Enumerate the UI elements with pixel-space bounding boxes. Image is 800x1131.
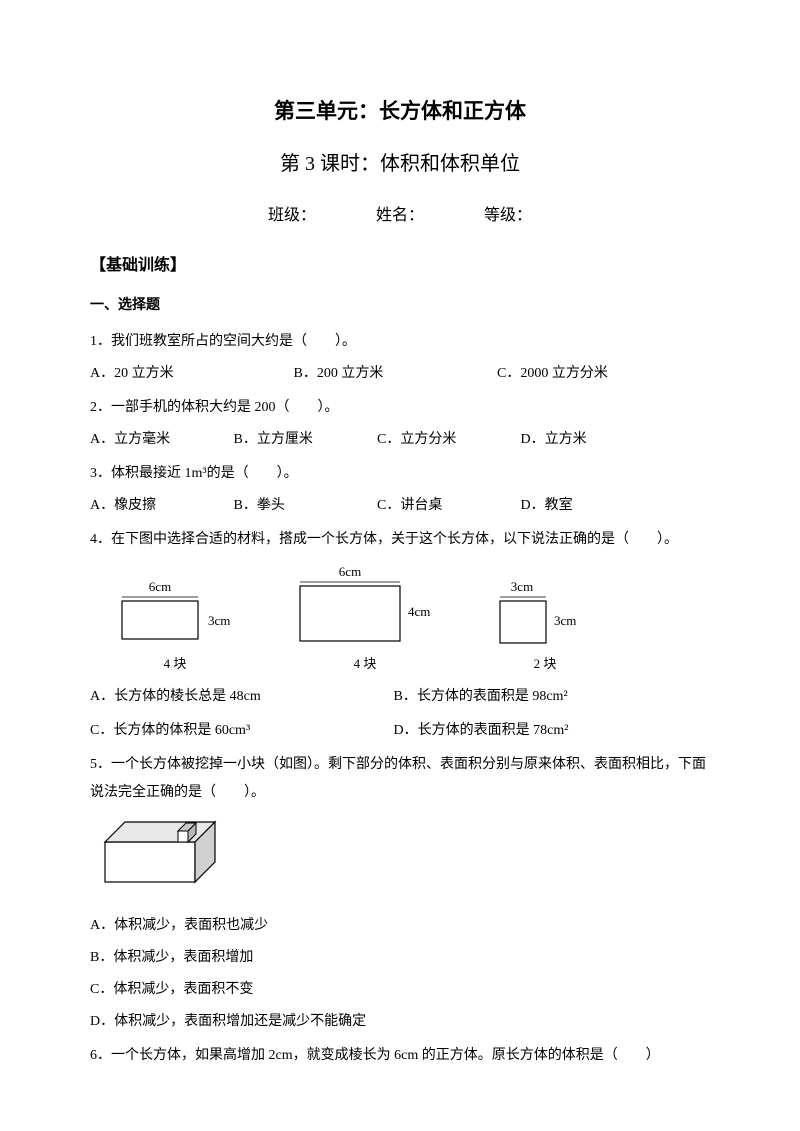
rect-2-width-label: 6cm	[339, 564, 361, 579]
name-label: 姓名：	[376, 200, 424, 232]
q2-option-b: B．立方厘米	[234, 426, 374, 454]
q4-option-c: C．长方体的体积是 60cm³	[90, 717, 390, 745]
diagram-rect-1: 6cm 3cm 4 块	[110, 579, 240, 677]
question-1: 1．我们班教室所占的空间大约是（ ）。	[90, 328, 710, 356]
rect-3-count: 2 块	[490, 651, 600, 677]
q2-option-d: D．立方米	[521, 426, 661, 454]
question-4-diagrams: 6cm 3cm 4 块 6cm 4cm 4 块 3cm 3cm 2 块	[110, 564, 710, 677]
question-3-options: A．橡皮擦 B．拳头 C．讲台桌 D．教室	[90, 492, 710, 520]
q4-option-a: A．长方体的棱长总是 48cm	[90, 683, 390, 711]
class-label: 班级：	[268, 200, 316, 232]
question-2: 2．一部手机的体积大约是 200（ ）。	[90, 394, 710, 422]
rect-3-height-label: 3cm	[554, 613, 576, 628]
question-5-figure	[100, 817, 710, 898]
rect-1-width-label: 6cm	[149, 579, 171, 594]
question-1-options: A．20 立方米 B．200 立方米 C．2000 立方分米	[90, 360, 710, 388]
q5-option-b: B．体积减少，表面积增加	[90, 944, 710, 972]
subsection-heading: 一、选择题	[90, 292, 710, 320]
grade-label: 等级：	[484, 200, 532, 232]
q3-option-a: A．橡皮擦	[90, 492, 230, 520]
question-5-options: A．体积减少，表面积也减少 B．体积减少，表面积增加 C．体积减少，表面积不变 …	[90, 912, 710, 1036]
q5-option-c: C．体积减少，表面积不变	[90, 976, 710, 1004]
rect-1-height-label: 3cm	[208, 613, 230, 628]
cuboid-svg	[100, 817, 220, 887]
rect-1-count: 4 块	[110, 651, 240, 677]
rect-3-width-label: 3cm	[511, 579, 533, 594]
question-4-options-2: C．长方体的体积是 60cm³ D．长方体的表面积是 78cm²	[90, 717, 710, 745]
question-6: 6．一个长方体，如果高增加 2cm，就变成棱长为 6cm 的正方体。原长方体的体…	[90, 1042, 710, 1070]
q2-option-c: C．立方分米	[377, 426, 517, 454]
q1-option-b: B．200 立方米	[294, 360, 494, 388]
rect-1-svg: 6cm 3cm	[110, 579, 240, 649]
q1-option-c: C．2000 立方分米	[497, 360, 697, 388]
q5-option-d: D．体积减少，表面积增加还是减少不能确定	[90, 1008, 710, 1036]
q3-option-c: C．讲台桌	[377, 492, 517, 520]
rect-2-count: 4 块	[290, 651, 440, 677]
document-title-main: 第三单元：长方体和正方体	[90, 90, 710, 132]
section-heading: 【基础训练】	[90, 250, 710, 282]
q5-option-a: A．体积减少，表面积也减少	[90, 912, 710, 940]
rect-2-svg: 6cm 4cm	[290, 564, 440, 649]
q2-option-a: A．立方毫米	[90, 426, 230, 454]
student-info-row: 班级： 姓名： 等级：	[90, 200, 710, 232]
question-2-options: A．立方毫米 B．立方厘米 C．立方分米 D．立方米	[90, 426, 710, 454]
question-4-options: A．长方体的棱长总是 48cm B．长方体的表面积是 98cm²	[90, 683, 710, 711]
q1-option-a: A．20 立方米	[90, 360, 290, 388]
rect-2-height-label: 4cm	[408, 604, 430, 619]
q3-option-b: B．拳头	[234, 492, 374, 520]
question-4: 4．在下图中选择合适的材料，搭成一个长方体，关于这个长方体，以下说法正确的是（ …	[90, 526, 710, 554]
diagram-rect-2: 6cm 4cm 4 块	[290, 564, 440, 677]
q4-option-d: D．长方体的表面积是 78cm²	[394, 717, 694, 745]
q4-option-b: B．长方体的表面积是 98cm²	[394, 683, 694, 711]
document-title-sub: 第 3 课时：体积和体积单位	[90, 144, 710, 184]
question-3: 3．体积最接近 1m³的是（ ）。	[90, 460, 710, 488]
question-5: 5．一个长方体被挖掉一小块（如图）。剩下部分的体积、表面积分别与原来体积、表面积…	[90, 751, 710, 807]
diagram-rect-3: 3cm 3cm 2 块	[490, 579, 600, 677]
q3-option-d: D．教室	[521, 492, 661, 520]
rect-3-svg: 3cm 3cm	[490, 579, 600, 649]
